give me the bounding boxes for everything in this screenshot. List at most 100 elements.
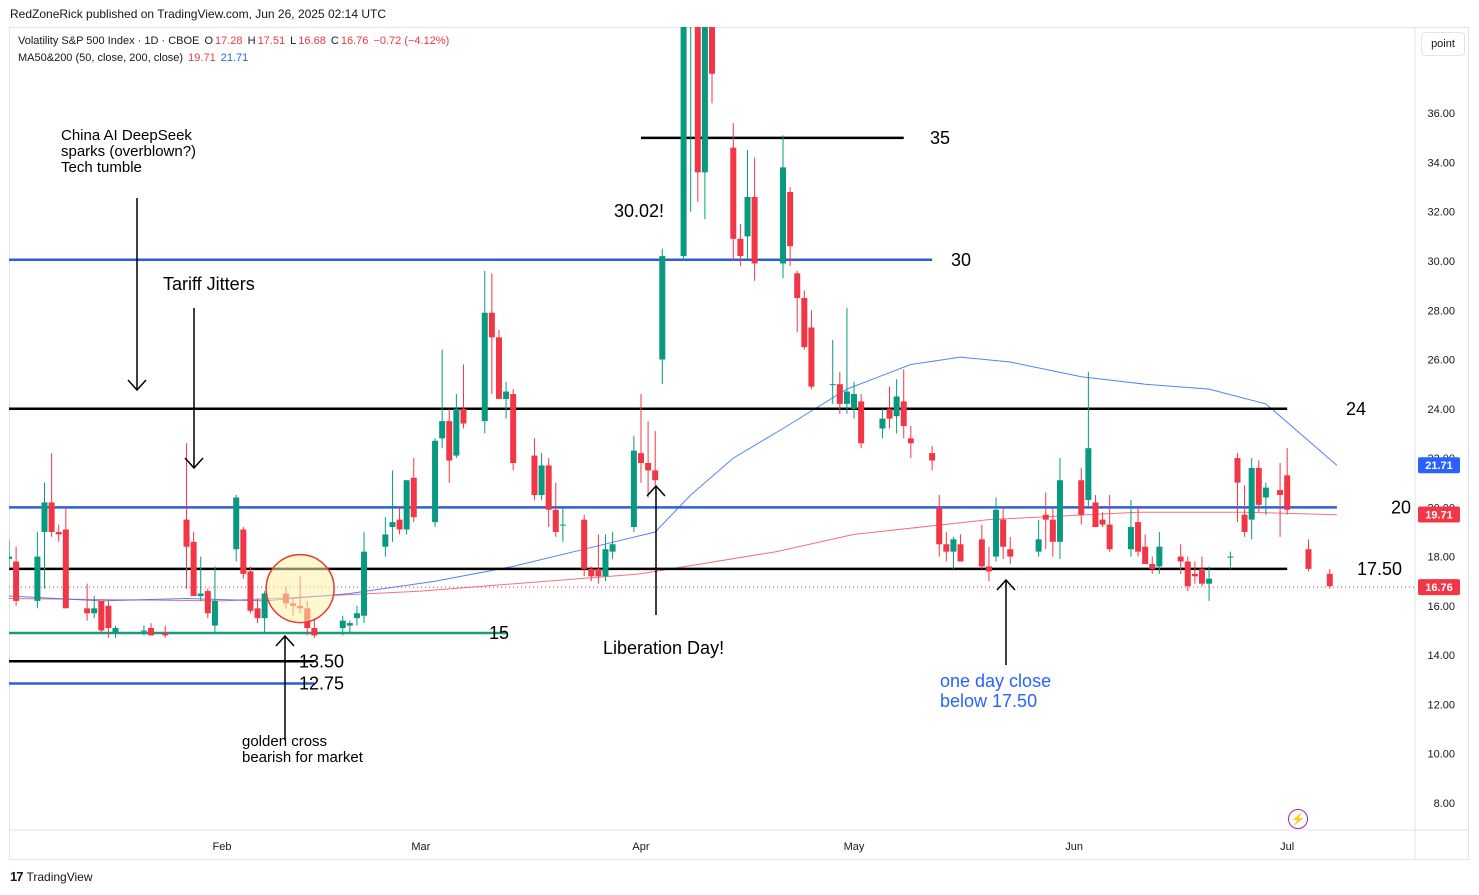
indicator-legend: MA50&200 (50, close, 200, close) 19.71 2… bbox=[18, 52, 250, 64]
annotation-golden-cross: golden cross bbox=[242, 733, 327, 750]
candle-body bbox=[993, 509, 1000, 557]
candle-body bbox=[211, 600, 218, 626]
open-value: 17.28 bbox=[215, 35, 243, 47]
candle-body bbox=[1078, 480, 1085, 515]
liberation-arrow-head bbox=[646, 484, 666, 497]
candle-body bbox=[1184, 561, 1191, 587]
candle-body bbox=[595, 568, 602, 577]
candle-body bbox=[858, 401, 865, 444]
candle-body bbox=[1142, 546, 1149, 564]
candle-body bbox=[787, 192, 794, 247]
candle-body bbox=[794, 273, 801, 298]
plot-area bbox=[9, 27, 1415, 685]
annotation-deepseek: Tech tumble bbox=[61, 159, 142, 176]
candle-body bbox=[510, 394, 517, 463]
level-label: 24 bbox=[1346, 399, 1366, 419]
x-tick-label: Mar bbox=[411, 841, 430, 853]
candle-body bbox=[432, 440, 439, 523]
y-tick-label: 18.00 bbox=[1427, 552, 1455, 564]
candle-body bbox=[197, 593, 204, 596]
y-tick-label: 12.00 bbox=[1427, 699, 1455, 711]
tariff-arrow-head bbox=[184, 457, 204, 470]
level-label: 17.50 bbox=[1357, 559, 1402, 579]
candle-body bbox=[1085, 448, 1092, 500]
candle-body bbox=[1135, 522, 1142, 552]
level-label: 12.75 bbox=[299, 673, 344, 693]
candle-body bbox=[247, 571, 254, 611]
candle-body bbox=[162, 632, 169, 636]
candle-body bbox=[893, 396, 900, 417]
chart-frame bbox=[9, 27, 1469, 860]
candle-body bbox=[9, 556, 12, 560]
candle-body bbox=[1248, 467, 1255, 520]
indicator-title[interactable]: MA50&200 (50, close, 200, close) bbox=[18, 52, 184, 64]
x-tick-label: Apr bbox=[632, 841, 649, 853]
candle-body bbox=[1000, 519, 1007, 547]
candle-body bbox=[929, 453, 936, 461]
publisher-line: RedZoneRick published on TradingView.com… bbox=[10, 7, 387, 21]
candle-body bbox=[851, 394, 858, 409]
candle-body bbox=[460, 408, 467, 424]
candle-body bbox=[1007, 549, 1014, 557]
candle-body bbox=[545, 465, 552, 510]
tradingview-brand[interactable]: 17 TradingView bbox=[10, 869, 93, 884]
candle-body bbox=[446, 421, 453, 461]
price-badge-label: 21.71 bbox=[1425, 460, 1453, 472]
candle-body bbox=[709, 27, 715, 74]
candle-body bbox=[1056, 480, 1063, 542]
candle-body bbox=[801, 297, 808, 348]
candle-body bbox=[552, 509, 559, 532]
high-label: H bbox=[247, 35, 256, 47]
y-tick-label: 30.00 bbox=[1427, 256, 1455, 268]
candle-body bbox=[1255, 467, 1262, 505]
close-value: 16.76 bbox=[340, 35, 369, 47]
candle-body bbox=[1227, 556, 1234, 558]
close-label: C bbox=[330, 35, 339, 47]
y-tick-label: 28.00 bbox=[1427, 305, 1455, 317]
candle-body bbox=[730, 147, 737, 239]
candle-body bbox=[1106, 524, 1113, 550]
annotation-deepseek: China AI DeepSeek bbox=[61, 127, 192, 144]
candle-body bbox=[1326, 573, 1333, 587]
candle-body bbox=[1156, 546, 1163, 567]
y-tick-label: 34.00 bbox=[1427, 157, 1455, 169]
candle-body bbox=[645, 462, 652, 471]
price-scale-mode-button[interactable]: point bbox=[1421, 32, 1465, 56]
candle-body bbox=[744, 196, 751, 237]
brand-label: TradingView bbox=[26, 869, 93, 884]
candle-body bbox=[581, 519, 588, 569]
y-tick-label: 26.00 bbox=[1427, 355, 1455, 367]
candle-body bbox=[737, 238, 744, 257]
candle-body bbox=[637, 453, 644, 463]
candle-body bbox=[538, 465, 545, 496]
candle-body bbox=[1099, 519, 1106, 525]
candle-body bbox=[1149, 563, 1156, 569]
price-badge-label: 16.76 bbox=[1425, 582, 1453, 594]
ma50-value: 19.71 bbox=[188, 52, 216, 64]
price-badge bbox=[1418, 579, 1460, 596]
golden-cross-arrow-head bbox=[275, 634, 295, 647]
level-label: 35 bbox=[930, 128, 950, 148]
candle-body bbox=[886, 408, 893, 419]
candle-body bbox=[936, 507, 943, 545]
candle-body bbox=[1284, 475, 1291, 510]
candle-body bbox=[1206, 578, 1213, 584]
candle-body bbox=[495, 337, 502, 399]
candle-body bbox=[1305, 549, 1312, 569]
lightning-icon[interactable]: ⚡ bbox=[1288, 809, 1308, 829]
candle-body bbox=[1191, 573, 1198, 577]
level-label: 15 bbox=[489, 623, 509, 643]
candle-body bbox=[1241, 514, 1248, 532]
symbol-title[interactable]: Volatility S&P 500 Index · 1D · CBOE bbox=[18, 35, 200, 47]
candle-body bbox=[1277, 490, 1284, 496]
candle-body bbox=[780, 167, 787, 264]
candle-body bbox=[48, 502, 55, 532]
y-tick-label: 8.00 bbox=[1434, 798, 1455, 810]
candle-body bbox=[680, 27, 687, 257]
y-tick-label: 16.00 bbox=[1427, 601, 1455, 613]
y-tick-label: 14.00 bbox=[1427, 650, 1455, 662]
golden-cross-circle bbox=[265, 553, 335, 624]
candle-body bbox=[240, 529, 247, 574]
annotation-30-02: 30.02! bbox=[614, 201, 664, 221]
